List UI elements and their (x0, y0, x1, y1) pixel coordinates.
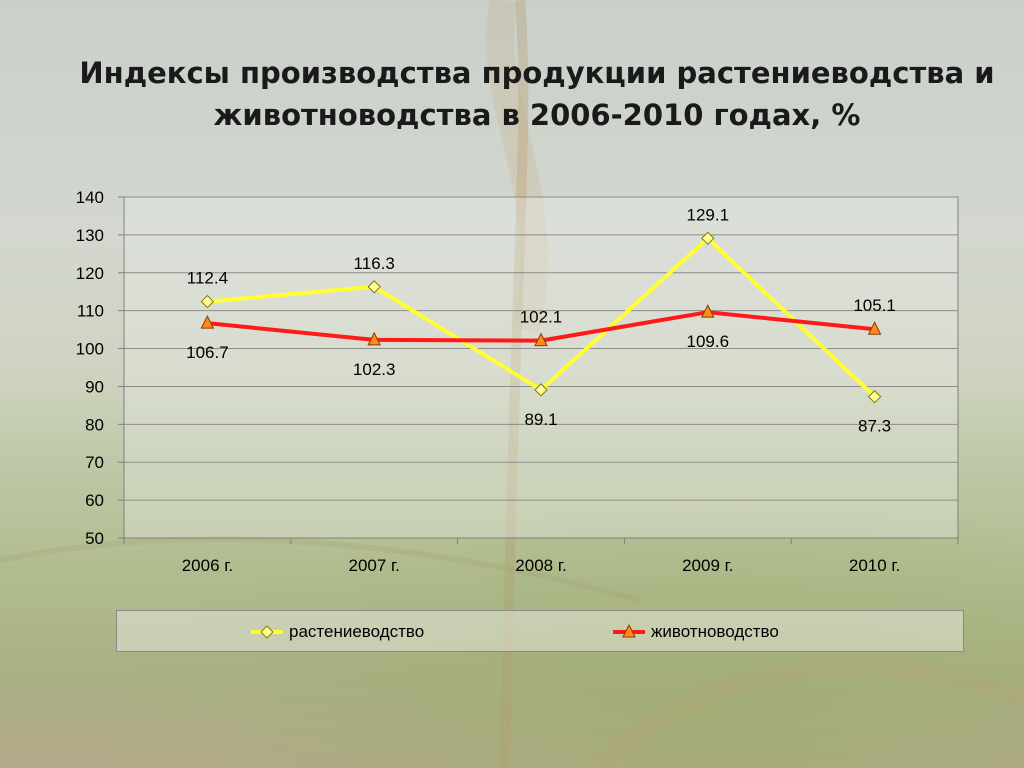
title-line-1: Индексы производства продукции растениев… (79, 56, 995, 90)
legend-swatch-triangle-icon (613, 623, 645, 638)
slide-title: Индексы производства продукции растениев… (0, 52, 1024, 136)
y-tick-label: 110 (77, 302, 104, 321)
x-tick-label: 2006 г. (182, 556, 233, 575)
plot-area (123, 196, 959, 539)
data-label: 109.6 (687, 332, 730, 351)
y-tick-label: 140 (76, 188, 104, 207)
x-tick-label: 2009 г. (682, 556, 733, 575)
data-label: 102.3 (353, 360, 396, 379)
data-label: 87.3 (858, 417, 891, 436)
data-label: 105.1 (853, 296, 896, 315)
x-tick-label: 2008 г. (515, 556, 566, 575)
data-label: 129.1 (687, 205, 730, 224)
y-tick-label: 100 (76, 340, 104, 359)
data-label: 106.7 (186, 343, 229, 362)
data-point-diamond (701, 231, 715, 246)
data-label: 112.4 (187, 269, 228, 288)
data-point-diamond (867, 389, 882, 404)
y-tick-label: 130 (76, 226, 104, 245)
legend-label-rastenievodstvo: растениеводство (289, 622, 425, 641)
legend-item-zhivotnovodstvo: животноводство (611, 621, 779, 643)
data-label: 116.3 (354, 254, 395, 273)
data-point-triangle (867, 321, 882, 335)
y-tick-label: 60 (85, 491, 104, 510)
legend-label-zhivotnovodstvo: животноводство (651, 622, 779, 641)
y-tick-label: 120 (76, 264, 104, 283)
legend-item-rastenievodstvo: растениеводство (249, 621, 424, 643)
data-point-triangle (200, 315, 215, 329)
legend-swatch-diamond-icon (251, 625, 283, 639)
x-tick-label: 2007 г. (349, 556, 400, 575)
data-point-diamond (534, 383, 548, 397)
chart-legend: растениеводство животноводство (116, 610, 964, 652)
data-point-triangle (367, 331, 382, 346)
data-label: 102.1 (520, 308, 563, 327)
title-line-2: животноводства в 2006-2010 годах, % (213, 98, 861, 132)
data-label: 89.1 (524, 410, 557, 429)
data-point-diamond (367, 280, 381, 294)
x-tick-label: 2010 г. (849, 556, 900, 575)
data-point-triangle (700, 304, 715, 318)
data-point-triangle (534, 332, 548, 347)
y-tick-label: 50 (85, 529, 104, 548)
y-tick-label: 80 (85, 415, 104, 434)
y-tick-label: 90 (85, 377, 104, 396)
data-point-diamond (200, 294, 215, 309)
y-tick-label: 70 (85, 453, 104, 472)
